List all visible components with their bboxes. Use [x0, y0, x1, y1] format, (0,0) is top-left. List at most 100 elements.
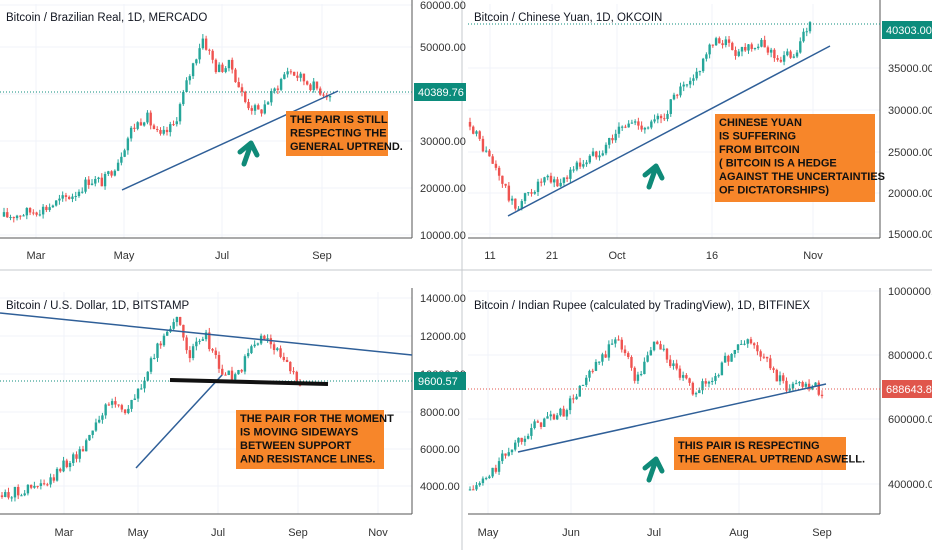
candle: [543, 176, 546, 186]
candle: [77, 189, 81, 198]
candle: [526, 433, 530, 440]
price-label: 688643.87: [882, 380, 932, 398]
candle-body: [591, 370, 594, 372]
candle-body: [817, 382, 820, 395]
candle-body: [475, 131, 478, 134]
candle: [309, 83, 312, 92]
candle-body: [585, 162, 588, 165]
candle-body: [488, 476, 491, 479]
x-tick-label: Oct: [608, 250, 625, 262]
candle: [472, 485, 475, 491]
candle: [104, 403, 107, 419]
candle: [478, 481, 481, 487]
candle-body: [208, 49, 211, 51]
candle-body: [614, 339, 617, 344]
candle-body: [649, 350, 653, 356]
candle-body: [539, 422, 543, 427]
candle-body: [211, 50, 214, 60]
candle-body: [247, 101, 250, 109]
candle-body: [78, 449, 81, 459]
candle: [231, 57, 234, 74]
candle: [514, 198, 517, 211]
candle-body: [107, 171, 110, 174]
candle-body: [272, 344, 276, 351]
candle: [501, 450, 504, 464]
candle: [65, 458, 68, 469]
candle-body: [68, 463, 72, 468]
candle-body: [759, 351, 762, 357]
candle-body: [694, 393, 698, 395]
candle-body: [530, 192, 533, 194]
candle-body: [491, 156, 494, 164]
candle-body: [224, 374, 227, 376]
candle: [81, 187, 84, 194]
candle: [740, 340, 743, 345]
candle: [270, 88, 273, 106]
candle-body: [120, 405, 124, 410]
candle-body: [279, 79, 283, 90]
candle-body: [543, 418, 546, 427]
candle: [152, 123, 156, 130]
candle-body: [41, 206, 45, 215]
candle: [59, 467, 62, 473]
candle-body: [117, 404, 120, 406]
x-tick-label: Jul: [647, 527, 661, 539]
annotation-line: BETWEEN SUPPORT: [240, 440, 352, 452]
candle-body: [562, 408, 565, 417]
candle: [685, 373, 688, 380]
candle: [772, 366, 775, 373]
candle: [247, 98, 250, 111]
candle-body: [782, 375, 785, 381]
candle: [646, 126, 650, 130]
candle-body: [717, 375, 720, 377]
candle-body: [733, 349, 737, 354]
candle-body: [536, 421, 540, 423]
candle-body: [133, 398, 137, 400]
candle: [227, 59, 231, 72]
x-tick-label: Mar: [55, 527, 74, 539]
candle-body: [113, 170, 117, 176]
candle-body: [772, 368, 775, 370]
chart-panel-2: 35000.00 30000.00 25000.00 20000.00 15000.00…: [468, 0, 932, 262]
candle: [763, 35, 766, 48]
annotation-line: GENERAL UPTREND.: [290, 141, 403, 153]
annotation-line: OF DICTATORSHIPS): [719, 185, 829, 197]
candle-body: [601, 153, 604, 156]
candle-body: [46, 484, 49, 486]
candle-body: [149, 358, 153, 372]
candle: [78, 446, 81, 463]
candle: [178, 316, 182, 326]
candle: [688, 77, 692, 89]
candle-body: [283, 74, 286, 80]
y-tick-label: 15000.00: [888, 229, 932, 241]
candle-body: [779, 59, 783, 62]
candle: [292, 71, 296, 77]
candle-body: [19, 215, 22, 217]
trend-line: [121, 90, 339, 191]
candle: [116, 159, 120, 172]
candle: [786, 48, 789, 57]
candle: [744, 43, 747, 52]
candle-body: [595, 151, 598, 158]
candle: [201, 34, 205, 50]
candle: [165, 330, 169, 336]
candle-body: [90, 183, 94, 185]
candle-body: [705, 54, 708, 59]
candle-body: [672, 363, 675, 367]
candle: [740, 46, 744, 57]
candle: [792, 53, 796, 59]
candle: [820, 390, 824, 399]
candle: [208, 48, 211, 55]
candle-body: [237, 370, 240, 375]
annotation-bg: [236, 410, 384, 469]
candle-body: [720, 362, 724, 376]
candle: [752, 342, 756, 349]
candle-body: [201, 38, 205, 49]
candle-body: [182, 92, 185, 105]
candle-body: [195, 341, 198, 347]
y-tick-label: 6000.00: [420, 444, 460, 456]
candle: [536, 419, 540, 423]
candle: [211, 49, 214, 64]
price-label-bg: [882, 380, 932, 398]
candle: [585, 374, 588, 388]
